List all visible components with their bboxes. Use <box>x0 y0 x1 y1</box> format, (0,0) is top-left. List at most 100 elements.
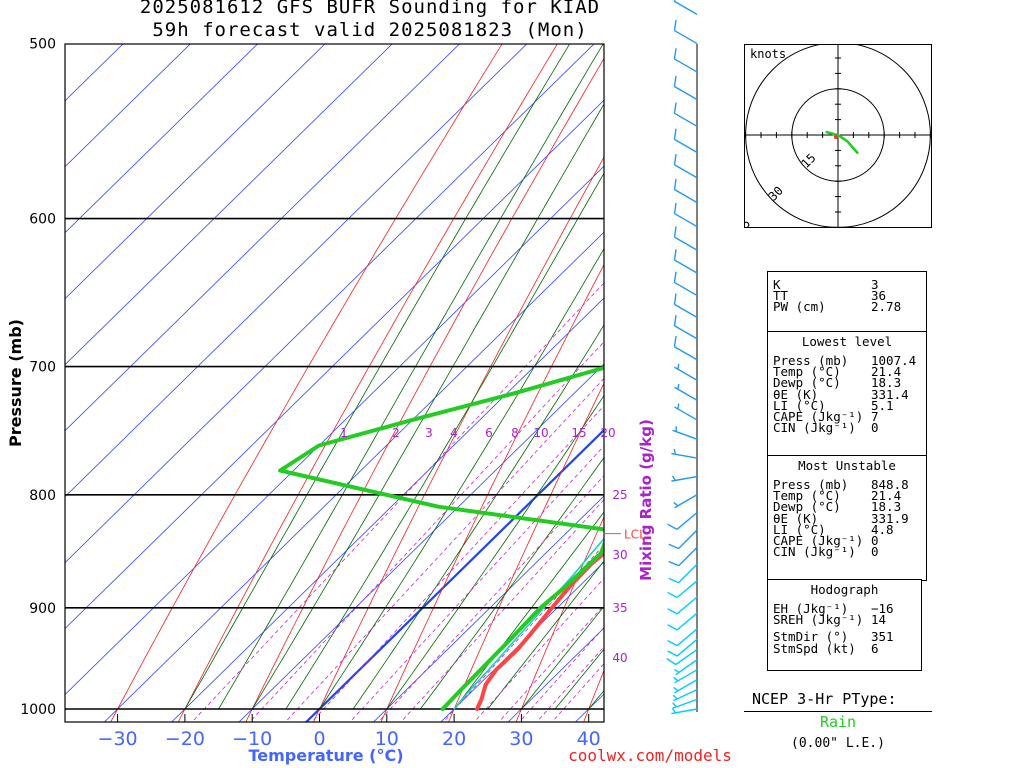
pressure-tick-label: 700 <box>29 360 56 376</box>
wind-barb <box>667 612 698 631</box>
wind-barb <box>674 363 698 381</box>
hodograph-ring-label: 45 <box>744 216 753 228</box>
mixing-ratio-line <box>536 646 604 722</box>
x-tick-label: 30 <box>509 728 533 750</box>
moist-adiabat <box>420 456 604 710</box>
moist-adiabat <box>218 44 604 710</box>
isotherm <box>171 297 604 722</box>
dry-adiabat <box>980 0 1024 756</box>
dry-adiabat <box>448 382 604 722</box>
ptype-liquid-equiv: (0.00" L.E.) <box>791 736 885 751</box>
x-tick-label: −10 <box>232 728 272 750</box>
wind-barb <box>668 563 698 584</box>
wind-barb <box>673 178 698 204</box>
dewpoint-trace <box>278 365 604 711</box>
wind-barb <box>671 707 698 715</box>
dry-adiabat <box>245 57 604 722</box>
wind-barb <box>674 659 698 676</box>
mixing-ratio-line <box>400 499 604 722</box>
wind-barb <box>673 75 698 101</box>
wind-barb <box>673 153 698 179</box>
mixing-ratio-tick-label: 6 <box>485 426 493 440</box>
isotherm <box>65 44 460 432</box>
wind-barb <box>674 383 698 401</box>
wind-barb <box>673 226 698 251</box>
moist-adiabat <box>184 44 571 710</box>
isotherm <box>103 231 604 722</box>
mixing-ratio-line <box>311 405 604 722</box>
mixing-ratio-tick-label: 10 <box>533 426 548 440</box>
lcl-label: LCL <box>624 528 646 542</box>
isotherm <box>65 44 595 564</box>
mixing-ratio-line <box>249 341 604 722</box>
stat-pw: PW (cm) 2.78 <box>773 299 902 315</box>
mixing-ratio-tick-label: 30 <box>612 548 627 562</box>
wind-barb <box>667 628 698 647</box>
hodograph-trace <box>825 130 859 155</box>
mixing-ratio-tick-label: 35 <box>612 601 627 615</box>
mixing-ratio-line <box>442 544 604 722</box>
mixing-ratio-tick-label: 40 <box>612 651 627 665</box>
storm-motion-marker <box>833 134 839 140</box>
mixing-ratio-tick-label: 1 <box>340 426 348 440</box>
isotherm <box>65 44 259 234</box>
mixing-ratio-line <box>377 475 604 722</box>
dry-adiabat <box>515 515 604 722</box>
wind-barb <box>673 315 698 340</box>
moist-adiabat <box>251 103 604 710</box>
hodograph-header: Hodograph <box>768 579 921 598</box>
isotherm <box>65 165 604 696</box>
isotherm <box>65 44 393 366</box>
hodograph-units-label: knots <box>750 47 786 61</box>
zero-isotherm <box>304 428 604 722</box>
mixing-ratio-tick-label: 2 <box>392 426 400 440</box>
wind-barb <box>673 202 698 228</box>
wind-barb <box>673 494 698 509</box>
x-tick-label: 20 <box>442 728 466 750</box>
isotherm <box>65 99 604 630</box>
wind-barb <box>673 293 698 318</box>
moist-adiabat <box>319 247 604 710</box>
wind-barb <box>671 448 698 459</box>
wind-barb <box>673 679 698 694</box>
isotherm <box>238 363 604 722</box>
wind-barb <box>673 48 698 73</box>
moist-adiabat <box>453 511 604 710</box>
moist-adiabat <box>285 172 604 710</box>
lowest-level-section: Press (mb) 1007.4 Temp (°C) 21.4 Dewp (°C)… <box>773 353 917 436</box>
wind-barb <box>667 638 698 657</box>
chart-title: 2025081612 GFS BUFR Sounding for KIAD <box>139 0 601 18</box>
wind-barb <box>672 688 698 702</box>
wind-barb <box>672 698 698 709</box>
wind-barb <box>668 529 698 550</box>
y-axis-title: Pressure (mb) <box>6 319 25 447</box>
wind-barb <box>673 102 698 127</box>
mixing-ratio-axis-title: Mixing Ratio (g/kg) <box>637 419 655 581</box>
parcel-trace <box>453 537 604 710</box>
temperature-trace <box>475 550 604 711</box>
mixing-ratio-line <box>191 282 604 722</box>
credit-text: coolwx.com/models <box>568 746 732 765</box>
moist-adiabat <box>487 560 604 710</box>
wind-barb <box>667 580 698 599</box>
x-tick-label: 40 <box>577 728 601 750</box>
dry-adiabat <box>177 44 558 722</box>
pressure-tick-label: 800 <box>29 488 56 504</box>
mixing-ratio-tick-label: 25 <box>612 488 627 502</box>
pressure-tick-label: 900 <box>29 601 56 617</box>
plot-frame <box>64 43 605 723</box>
wind-barb <box>673 0 698 15</box>
wind-barb <box>667 596 698 615</box>
mixing-ratio-tick-label: 15 <box>571 426 586 440</box>
mixing-ratio-tick-label: 3 <box>425 426 433 440</box>
isotherm <box>65 44 326 300</box>
isotherm <box>372 495 604 722</box>
x-tick-label: 0 <box>313 728 325 750</box>
isotherm <box>440 561 604 722</box>
ptype-title: NCEP 3-Hr PType: <box>752 690 897 708</box>
